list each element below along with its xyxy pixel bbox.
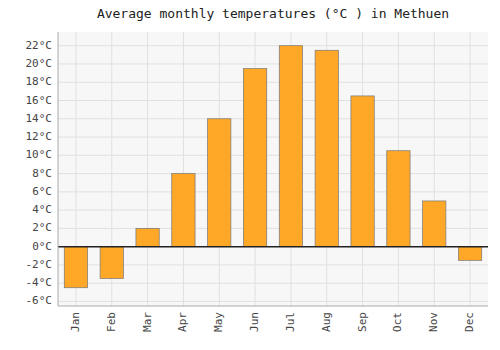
bar bbox=[458, 247, 481, 261]
x-tick-label: Feb bbox=[105, 312, 118, 332]
bar bbox=[315, 50, 338, 246]
bar bbox=[387, 151, 410, 247]
y-tick-label: 0°C bbox=[32, 240, 52, 253]
bar bbox=[100, 247, 123, 279]
y-grid-line bbox=[58, 45, 488, 46]
y-grid-line bbox=[58, 191, 488, 192]
bar bbox=[243, 69, 266, 247]
chart-container: -6°C -4°C -2°C 0°C 2°C 4°C 6°C 8°C 10°C 12°C 14°C 1… bbox=[0, 0, 500, 350]
x-tick-label: Oct bbox=[391, 312, 404, 332]
y-tick-label: -6°C bbox=[26, 294, 53, 307]
y-grid-line bbox=[58, 82, 488, 83]
x-axis-line bbox=[58, 306, 488, 307]
bar bbox=[351, 96, 374, 247]
y-grid-line bbox=[58, 100, 488, 101]
y-grid-line bbox=[58, 155, 488, 156]
x-tick-label: Jun bbox=[248, 312, 261, 332]
x-tick-label: Nov bbox=[427, 312, 440, 332]
y-tick-label: 10°C bbox=[26, 148, 53, 161]
zero-line bbox=[58, 246, 488, 248]
y-grid-line bbox=[58, 63, 488, 64]
y-grid-line bbox=[58, 301, 488, 302]
x-grid-line bbox=[183, 32, 184, 306]
x-grid-line bbox=[434, 32, 435, 306]
chart-title: Average monthly temperatures (°C ) in Me… bbox=[97, 6, 449, 21]
x-tick-label: Sep bbox=[356, 312, 369, 332]
y-tick-label: 18°C bbox=[26, 75, 53, 88]
y-tick-label: 4°C bbox=[32, 203, 52, 216]
y-grid-line bbox=[58, 118, 488, 119]
y-tick-label: 2°C bbox=[32, 221, 52, 234]
bars bbox=[64, 46, 481, 288]
y-tick-label: 12°C bbox=[26, 130, 53, 143]
plot-background bbox=[58, 32, 488, 306]
y-tick-label: 22°C bbox=[26, 39, 53, 52]
grid bbox=[58, 32, 488, 306]
x-grid-line bbox=[147, 32, 148, 306]
x-tick-label: Jan bbox=[69, 312, 82, 332]
bar bbox=[64, 247, 87, 288]
y-tick-label: 20°C bbox=[26, 57, 53, 70]
x-tick-label: Jul bbox=[284, 312, 297, 332]
bar bbox=[208, 119, 231, 247]
y-tick-label: 8°C bbox=[32, 167, 52, 180]
y-grid-line bbox=[58, 137, 488, 138]
x-tick-label: May bbox=[212, 312, 225, 332]
x-tick-label: Mar bbox=[141, 312, 154, 332]
y-axis-line bbox=[58, 32, 59, 306]
bar bbox=[423, 201, 446, 247]
bar bbox=[279, 46, 302, 247]
y-tick-label: 16°C bbox=[26, 94, 53, 107]
x-grid-line bbox=[470, 32, 471, 306]
x-tick-label: Aug bbox=[320, 312, 333, 332]
y-tick-label: 6°C bbox=[32, 185, 52, 198]
x-tick-label: Apr bbox=[176, 312, 189, 332]
y-grid-line bbox=[58, 283, 488, 284]
x-tick-label: Dec bbox=[463, 312, 476, 332]
y-tick-label: -4°C bbox=[26, 276, 53, 289]
y-grid-line bbox=[58, 173, 488, 174]
chart-svg: -6°C -4°C -2°C 0°C 2°C 4°C 6°C 8°C 10°C 12°C 14°C 1… bbox=[0, 0, 500, 350]
y-grid-line bbox=[58, 246, 488, 247]
y-tick-label: -2°C bbox=[26, 258, 53, 271]
bar bbox=[172, 174, 195, 247]
bar bbox=[136, 228, 159, 246]
y-tick-label: 14°C bbox=[26, 112, 53, 125]
